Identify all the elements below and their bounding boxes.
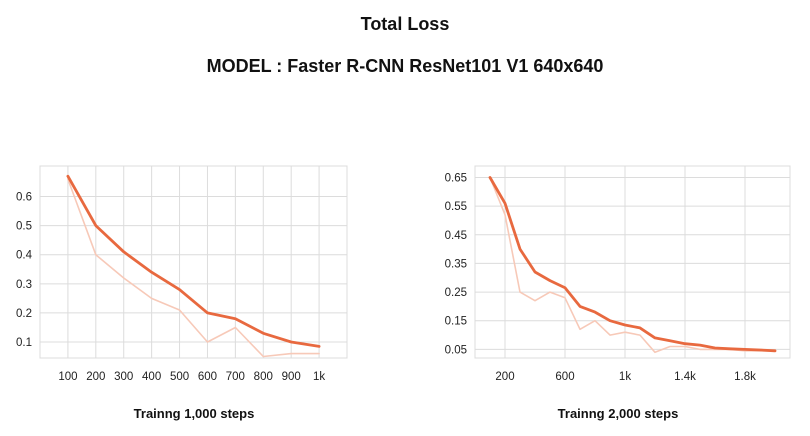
y-tick-label: 0.2 (16, 308, 32, 320)
x-tick-label: 600 (555, 371, 574, 383)
x-tick-label: 1k (313, 371, 325, 383)
y-tick-label: 0.05 (445, 344, 467, 356)
plot-area (39, 165, 348, 359)
y-tick-label: 0.35 (445, 258, 467, 270)
y-tick-label: 0.25 (445, 287, 467, 299)
x-tick-label: 1.4k (674, 371, 696, 383)
x-tick-label: 300 (114, 371, 133, 383)
plot-area (474, 165, 791, 359)
raw-loss-line (67, 178, 320, 358)
y-tick-label: 0.5 (16, 221, 32, 233)
x-tick-label: 200 (86, 371, 105, 383)
y-tick-label: 0.3 (16, 279, 32, 291)
chart-caption-2000: Trainng 2,000 steps (557, 406, 679, 421)
y-tick-label: 0.6 (16, 192, 32, 204)
x-tick-label: 100 (58, 371, 77, 383)
x-tick-label: 200 (495, 371, 514, 383)
x-tick-label: 900 (282, 371, 301, 383)
x-tick-label: 600 (198, 371, 217, 383)
y-tick-label: 0.55 (445, 201, 467, 213)
page-title: Total Loss (360, 14, 450, 34)
x-tick-label: 700 (226, 371, 245, 383)
chart-caption-1000: Trainng 1,000 steps (133, 406, 255, 421)
y-tick-label: 0.1 (16, 337, 32, 349)
y-tick-label: 0.4 (16, 250, 33, 262)
x-tick-label: 400 (142, 371, 161, 383)
y-tick-label: 0.65 (445, 172, 467, 184)
y-tick-label: 0.45 (445, 230, 467, 242)
x-tick-label: 800 (254, 371, 273, 383)
x-tick-label: 1.8k (734, 371, 756, 383)
y-tick-label: 0.15 (445, 316, 467, 328)
smoothed-loss-line (66, 174, 321, 348)
model-subtitle: MODEL : Faster R-CNN ResNet101 V1 640x64… (206, 56, 604, 76)
x-tick-label: 1k (619, 371, 631, 383)
x-tick-label: 500 (170, 371, 189, 383)
smoothed-loss-line (488, 176, 777, 353)
